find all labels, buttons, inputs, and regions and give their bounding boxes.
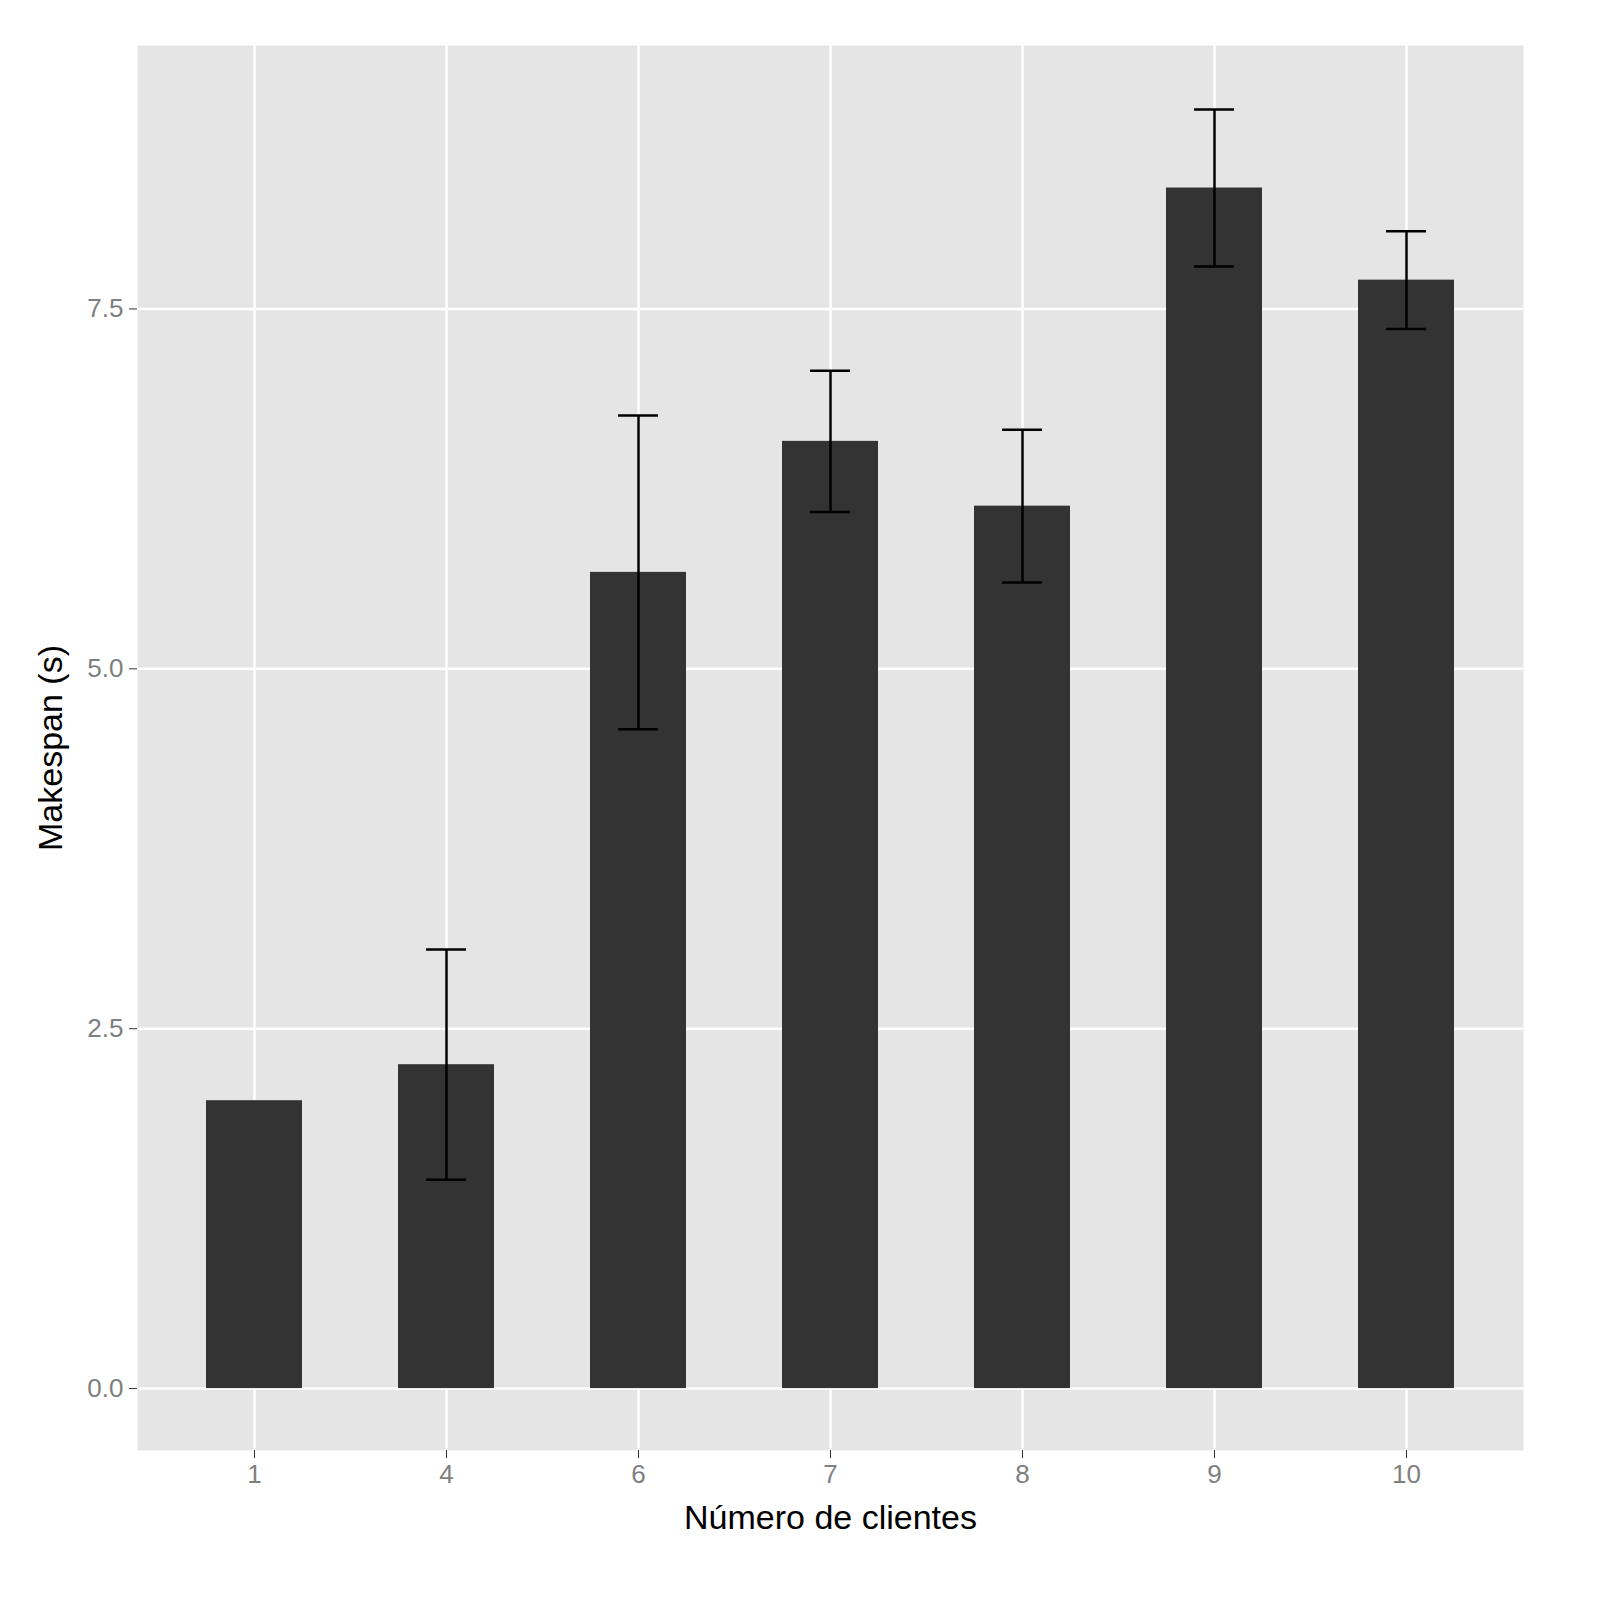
svg-text:Makespan (s): Makespan (s)	[31, 645, 69, 851]
svg-text:9: 9	[1207, 1459, 1221, 1489]
svg-text:7: 7	[823, 1459, 837, 1489]
svg-text:5.0: 5.0	[87, 653, 123, 683]
svg-text:1: 1	[247, 1459, 261, 1489]
svg-text:2.5: 2.5	[87, 1013, 123, 1043]
svg-text:0.0: 0.0	[87, 1373, 123, 1403]
svg-text:Número de clientes: Número de clientes	[684, 1498, 977, 1536]
svg-text:10: 10	[1392, 1459, 1421, 1489]
svg-text:6: 6	[631, 1459, 645, 1489]
svg-text:4: 4	[439, 1459, 453, 1489]
svg-text:8: 8	[1015, 1459, 1029, 1489]
svg-text:7.5: 7.5	[87, 293, 123, 323]
